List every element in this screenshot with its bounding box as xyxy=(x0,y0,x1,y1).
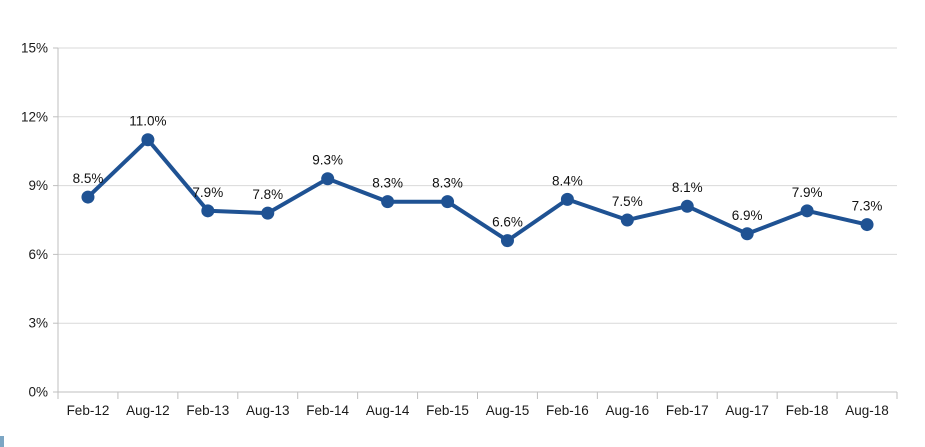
data-point-marker xyxy=(141,133,155,147)
y-axis-tick-label: 0% xyxy=(28,385,48,400)
data-point-marker xyxy=(560,192,574,206)
y-axis-tick-label: 3% xyxy=(28,316,48,331)
data-point-marker xyxy=(620,213,634,227)
data-point-marker xyxy=(201,204,215,218)
x-axis-tick-label: Aug-12 xyxy=(126,403,170,418)
data-point-label: 7.9% xyxy=(192,185,223,200)
x-axis-tick-label: Feb-12 xyxy=(67,403,110,418)
data-point-label: 7.5% xyxy=(612,194,643,209)
data-point-marker xyxy=(860,218,874,232)
data-point-label: 8.5% xyxy=(73,171,104,186)
y-axis-tick-label: 15% xyxy=(21,41,48,56)
data-point-label: 11.0% xyxy=(129,114,166,129)
series-line xyxy=(86,137,869,243)
x-axis-tick-label: Feb-17 xyxy=(666,403,709,418)
x-axis-tick-label: Feb-15 xyxy=(426,403,469,418)
x-axis-tick-label: Aug-14 xyxy=(366,403,410,418)
y-axis-tick-label: 9% xyxy=(28,178,48,193)
data-point-marker xyxy=(740,227,754,241)
data-point-label: 8.3% xyxy=(372,176,403,191)
data-point-marker xyxy=(500,234,514,248)
data-point-label: 7.9% xyxy=(792,185,823,200)
data-point-marker xyxy=(321,172,335,186)
data-point-label: 9.3% xyxy=(312,153,343,168)
x-axis-tick-label: Feb-14 xyxy=(306,403,349,418)
x-axis-tick-label: Feb-16 xyxy=(546,403,589,418)
x-axis-tick-label: Feb-13 xyxy=(186,403,229,418)
data-point-label: 6.9% xyxy=(732,208,763,223)
x-axis-tick-label: Aug-13 xyxy=(246,403,290,418)
x-axis-tick-label: Aug-18 xyxy=(845,403,889,418)
x-axis-tick-label: Aug-16 xyxy=(606,403,650,418)
x-axis-tick-label: Feb-18 xyxy=(786,403,829,418)
data-point-marker xyxy=(81,190,95,204)
data-point-marker xyxy=(261,206,275,220)
data-point-label: 7.3% xyxy=(852,199,883,214)
data-point-label: 8.4% xyxy=(552,173,583,188)
corner-accent-mark xyxy=(0,436,4,447)
data-point-marker xyxy=(381,195,395,209)
data-point-label: 7.8% xyxy=(252,187,283,202)
x-axis-tick-label: Aug-17 xyxy=(725,403,769,418)
data-point-label: 8.3% xyxy=(432,176,463,191)
data-point-marker xyxy=(441,195,455,209)
data-point-label: 8.1% xyxy=(672,180,703,195)
data-point-marker xyxy=(680,199,694,213)
y-axis-tick-label: 12% xyxy=(21,109,48,124)
y-axis-tick-label: 6% xyxy=(28,247,48,262)
data-point-marker xyxy=(800,204,814,218)
x-axis-tick-label: Aug-15 xyxy=(486,403,530,418)
data-point-label: 6.6% xyxy=(492,215,523,230)
